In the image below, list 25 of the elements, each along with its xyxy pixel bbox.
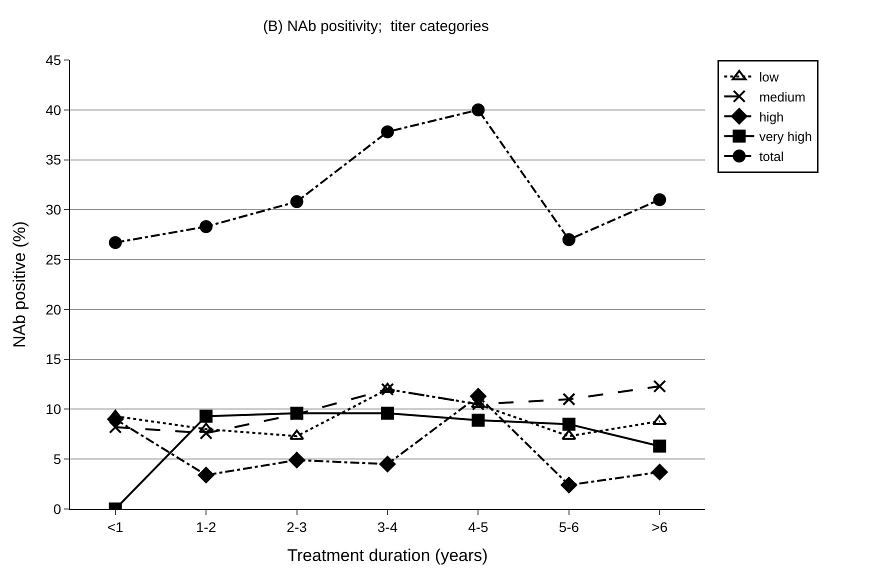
x-tick-label: 4-5 [468, 518, 489, 535]
y-tick-label: 5 [53, 451, 62, 468]
legend-label: high [759, 109, 784, 124]
y-tick-label: 35 [46, 152, 62, 168]
y-tick-label: 40 [46, 102, 62, 118]
x-tick-label: >6 [652, 518, 668, 535]
y-tick-label: 0 [53, 500, 62, 517]
x-tick-label: 2-3 [286, 518, 308, 535]
y-tick-label: 45 [46, 52, 62, 68]
legend-label: medium [759, 89, 806, 104]
y-tick-label: 20 [46, 301, 62, 318]
y-tick-label: 15 [46, 351, 62, 368]
x-axis-title: Treatment duration (years) [287, 546, 488, 566]
x-tick-label: 3-4 [377, 518, 398, 535]
x-tick-label: 5-6 [558, 518, 580, 535]
y-tick-label: 30 [46, 202, 62, 218]
legend-label: total [759, 149, 784, 164]
y-tick-label: 10 [46, 401, 62, 418]
chart-title: (B) NAb positivity; titer categories [262, 18, 489, 35]
y-tick-label: 25 [46, 251, 62, 268]
y-axis-title: NAb positive (%) [10, 221, 30, 348]
x-tick-label: 1-2 [196, 518, 216, 535]
legend-label: low [759, 70, 780, 85]
x-tick-label: <1 [107, 518, 124, 535]
legend-label: very high [759, 129, 812, 144]
